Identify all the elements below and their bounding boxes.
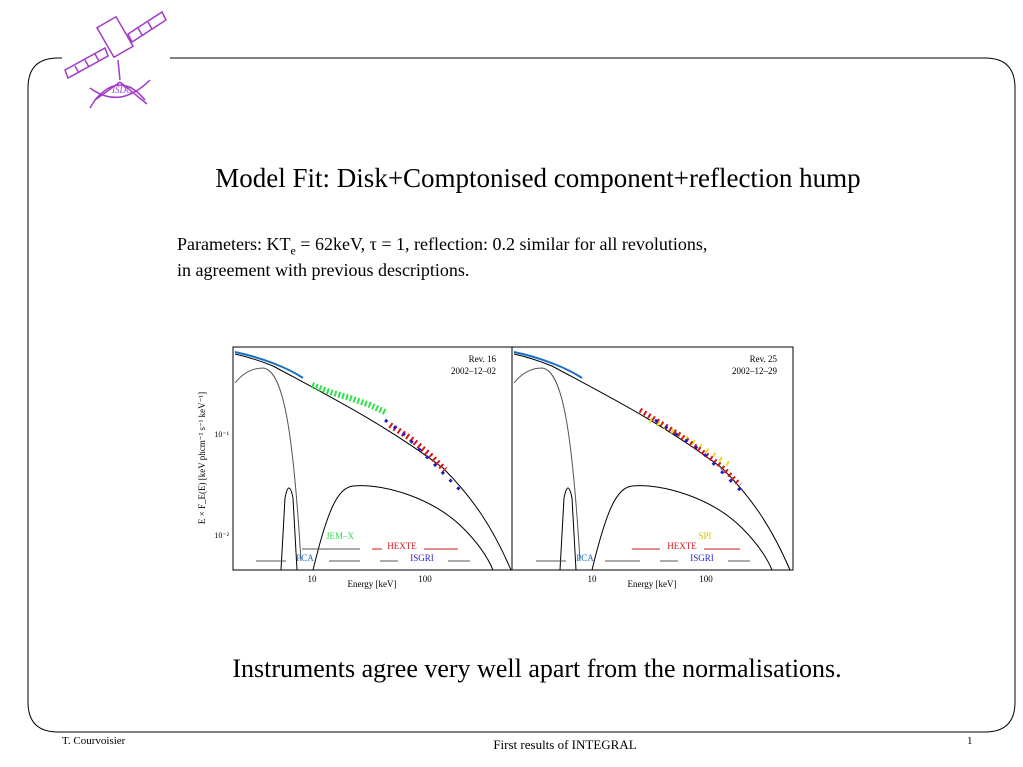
footer-center: First results of INTEGRAL [493,737,637,752]
slide-frame [27,57,1016,733]
x-axis-label: Energy [keV] [347,579,396,589]
panel-rev: Rev. 25 [750,354,778,364]
legend-label: JEM–X [326,531,355,541]
legend-label: PCA [296,553,314,563]
text: Parameters: KT [177,234,291,254]
x-tick-label: 100 [418,574,432,584]
slide-title: Model Fit: Disk+Comptonised component+re… [215,163,861,193]
logo: ISDC [64,10,167,109]
y-tick-label: 10⁻² [214,531,229,540]
y-axis-label: E × F_E(E) [keV phcm⁻² s⁻¹ keV⁻¹] [197,392,207,524]
page-number: 1 [967,735,973,747]
jemx-points [310,382,387,415]
legend-label: SPI [698,531,711,541]
model-curves [513,351,791,571]
parameters-line: in agreement with previous descriptions. [177,260,470,280]
x-tick-label: 100 [699,574,713,584]
isgri-points [654,418,747,497]
hexte-points [638,407,742,487]
legend-label: HEXTE [387,541,417,551]
logo-text: ISDC [111,85,133,95]
legend-label: PCA [576,553,594,563]
legend-label: ISGRI [410,553,434,563]
conclusion: Instruments agree very well apart from t… [232,654,842,683]
footer-author: T. Courvoisier [62,735,126,747]
panel-date: 2002–12–02 [451,366,496,376]
subscript: e [290,243,296,258]
legend-label: ISGRI [690,553,714,563]
panel-frame [232,346,513,571]
panel-rev: Rev. 16 [469,354,497,364]
text: = 62keV, τ = 1, reflection: 0.2 similar … [295,234,708,254]
model-curves [234,351,512,571]
hexte-points [388,422,448,473]
legend-label: HEXTE [667,541,697,551]
spectrum-figure: E × F_E(E) [keV phcm⁻² s⁻¹ keV⁻¹] 10⁻¹ 1… [197,346,794,589]
x-axis-label: Energy [keV] [627,579,676,589]
x-tick-label: 10 [588,574,598,584]
parameters-line: Parameters: KTe = 62keV, τ = 1, reflecti… [177,234,707,259]
panel-date: 2002–12–29 [732,366,778,376]
x-tick-label: 10 [308,574,318,584]
panel-frame [511,346,794,571]
isgri-points [384,418,464,494]
y-tick-label: 10⁻¹ [214,430,229,439]
